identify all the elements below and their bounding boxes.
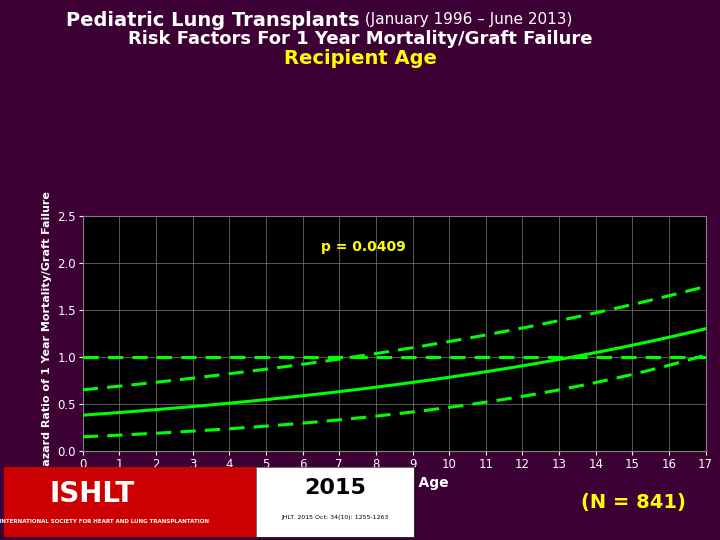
Text: Pediatric Lung Transplants: Pediatric Lung Transplants: [66, 11, 360, 30]
Text: 2015: 2015: [304, 478, 366, 498]
Text: Risk Factors For 1 Year Mortality/Graft Failure: Risk Factors For 1 Year Mortality/Graft …: [127, 30, 593, 48]
Text: JHLT. 2015 Oct; 34(10): 1255-1263: JHLT. 2015 Oct; 34(10): 1255-1263: [281, 515, 389, 520]
Text: (N = 841): (N = 841): [581, 492, 686, 512]
Text: (January 1996 – June 2013): (January 1996 – June 2013): [360, 12, 572, 27]
Y-axis label: Hazard Ratio of 1 Year Mortality/Graft Failure: Hazard Ratio of 1 Year Mortality/Graft F…: [42, 192, 52, 475]
X-axis label: Recipient Age: Recipient Age: [340, 476, 449, 490]
Text: ISHLT • INTERNATIONAL SOCIETY FOR HEART AND LUNG TRANSPLANTATION: ISHLT • INTERNATIONAL SOCIETY FOR HEART …: [0, 519, 209, 524]
Text: p = 0.0409: p = 0.0409: [321, 240, 405, 254]
Text: ISHLT: ISHLT: [49, 480, 135, 508]
Text: Recipient Age: Recipient Age: [284, 49, 436, 68]
